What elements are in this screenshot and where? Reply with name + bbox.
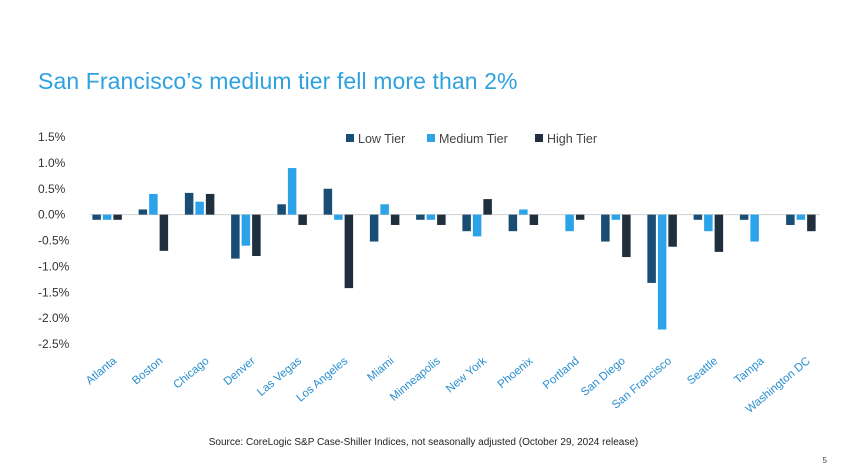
bar-low-seattle xyxy=(693,214,703,220)
x-tick-label: Miami xyxy=(365,355,396,384)
bar-medium-boston xyxy=(149,193,158,215)
bar-low-atlanta xyxy=(92,214,101,220)
legend-swatch-high xyxy=(535,134,543,142)
bar-high-las-vegas xyxy=(298,214,307,225)
legend-label-high: High Tier xyxy=(547,132,597,146)
bar-medium-denver xyxy=(241,214,251,246)
bar-medium-chicago xyxy=(195,201,204,215)
bar-medium-minneapolis xyxy=(426,214,436,220)
legend-label-medium: Medium Tier xyxy=(439,132,508,146)
x-tick-label: Minneapolis xyxy=(388,355,443,404)
bar-low-san-diego xyxy=(601,214,610,242)
y-tick-label: -2.0% xyxy=(38,311,70,325)
bar-medium-seattle xyxy=(704,214,713,232)
x-tick-label: Boston xyxy=(130,355,165,387)
bar-medium-san-diego xyxy=(611,214,621,220)
bar-medium-new-york xyxy=(472,214,482,237)
bar-high-boston xyxy=(159,214,169,251)
bar-high-denver xyxy=(252,214,261,257)
bar-medium-atlanta xyxy=(102,214,112,220)
bar-low-new-york xyxy=(462,214,471,232)
y-axis: 1.5% 1.0% 0.5% 0.0% -0.5% -1.0% -1.5% -2.0% -2.5… xyxy=(38,130,70,351)
bar-high-san-diego xyxy=(622,214,631,258)
bar-high-chicago xyxy=(205,193,215,215)
y-tick-label: 1.5% xyxy=(38,130,66,144)
x-tick-label: Phoenix xyxy=(496,355,536,391)
x-tick-label: San Diego xyxy=(579,355,628,399)
bar-low-denver xyxy=(231,214,240,259)
bar-high-minneapolis xyxy=(437,214,446,225)
bar-high-atlanta xyxy=(113,214,122,220)
x-tick-label: Denver xyxy=(222,355,258,388)
bar-medium-las-vegas xyxy=(287,168,297,215)
page-number: 5 xyxy=(822,456,827,465)
bar-high-seattle xyxy=(714,214,724,252)
bar-low-los-angeles xyxy=(323,188,333,215)
legend-label-low: Low Tier xyxy=(358,132,405,146)
bar-high-phoenix xyxy=(529,214,539,225)
x-tick-label: Portland xyxy=(541,355,582,392)
legend-swatch-medium xyxy=(427,134,435,142)
y-tick-label: 0.5% xyxy=(38,182,66,196)
y-tick-label: 0.0% xyxy=(38,208,66,222)
bar-low-las-vegas xyxy=(277,204,286,215)
bar-low-washington-dc xyxy=(786,214,795,225)
bar-low-tampa xyxy=(739,214,749,220)
bar-low-san-francisco xyxy=(647,214,656,283)
x-tick-label: Tampa xyxy=(732,355,767,387)
legend: Low Tier Medium Tier High Tier xyxy=(346,132,597,146)
x-tick-label: Los Angeles xyxy=(295,355,351,405)
bar-low-miami xyxy=(369,214,379,242)
legend-swatch-low xyxy=(346,134,354,142)
bar-medium-portland xyxy=(565,214,574,232)
bar-medium-los-angeles xyxy=(334,214,343,220)
bar-high-san-francisco xyxy=(668,214,677,247)
bar-low-boston xyxy=(138,209,148,215)
source-note: Source: CoreLogic S&P Case-Shiller Indic… xyxy=(208,437,639,448)
y-tick-label: 1.0% xyxy=(38,156,66,170)
x-tick-label: Atlanta xyxy=(84,355,120,388)
x-tick-label: Chicago xyxy=(172,355,212,391)
y-tick-label: -1.0% xyxy=(38,259,70,273)
bar-medium-tampa xyxy=(750,214,759,242)
bar-medium-phoenix xyxy=(519,209,528,215)
bar-high-portland xyxy=(575,214,585,220)
bar-high-new-york xyxy=(483,199,492,215)
bar-low-chicago xyxy=(184,192,194,215)
slide-title: San Francisco’s medium tier fell more th… xyxy=(38,68,518,94)
bar-chart: 1.5% 1.0% 0.5% 0.0% -0.5% -1.0% -1.5% -2.0% -2.5… xyxy=(38,130,820,416)
bar-low-phoenix xyxy=(508,214,518,232)
bar-medium-miami xyxy=(380,204,389,215)
y-tick-label: -0.5% xyxy=(38,234,70,248)
bar-low-minneapolis xyxy=(416,214,425,220)
bar-medium-san-francisco xyxy=(657,214,667,330)
bars xyxy=(92,168,816,330)
bar-high-miami xyxy=(390,214,400,225)
bar-high-los-angeles xyxy=(344,214,354,289)
y-tick-label: -1.5% xyxy=(38,285,70,299)
bar-high-washington-dc xyxy=(807,214,816,232)
y-tick-label: -2.5% xyxy=(38,337,70,351)
bar-medium-washington-dc xyxy=(796,214,806,220)
x-tick-label: New York xyxy=(444,355,489,396)
x-tick-label: Seattle xyxy=(685,355,720,387)
